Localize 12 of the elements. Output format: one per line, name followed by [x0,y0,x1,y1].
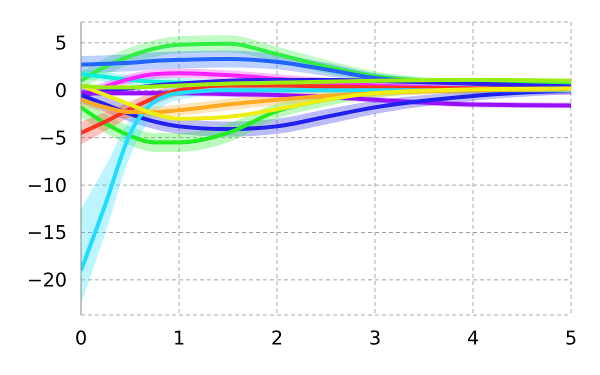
y-tick-label: −20 [26,270,67,292]
y-tick-label: −5 [38,127,67,150]
x-tick-label: 3 [368,327,382,350]
y-tick-label: 5 [54,32,67,55]
x-tick-label: 1 [172,327,186,350]
x-tick-label: 2 [270,327,284,350]
x-tick-label: 4 [466,327,480,350]
x-tick-label: 0 [74,327,88,350]
y-tick-label: −10 [26,174,67,197]
y-tick-label: 0 [54,80,67,102]
x-tick-label: 5 [564,327,578,350]
y-tick-label: −15 [26,222,67,244]
